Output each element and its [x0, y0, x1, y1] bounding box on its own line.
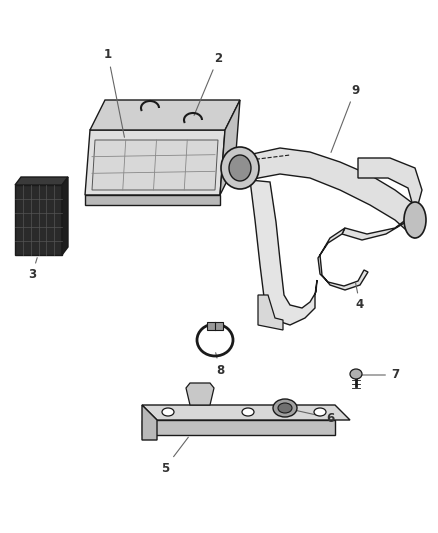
Text: 4: 4: [356, 282, 364, 311]
Polygon shape: [62, 177, 68, 255]
Polygon shape: [142, 405, 350, 420]
Ellipse shape: [162, 408, 174, 416]
Ellipse shape: [242, 408, 254, 416]
Text: 2: 2: [194, 52, 222, 116]
Polygon shape: [15, 185, 62, 255]
Text: 3: 3: [28, 257, 37, 281]
Ellipse shape: [278, 403, 292, 413]
Text: 7: 7: [359, 368, 399, 382]
Text: 1: 1: [104, 49, 124, 138]
Polygon shape: [142, 405, 157, 440]
Polygon shape: [318, 228, 368, 290]
Ellipse shape: [314, 408, 326, 416]
Ellipse shape: [221, 147, 259, 189]
Polygon shape: [186, 383, 214, 405]
Polygon shape: [142, 420, 335, 435]
Polygon shape: [90, 100, 240, 130]
Polygon shape: [250, 180, 317, 325]
Polygon shape: [248, 148, 415, 238]
Text: 5: 5: [161, 437, 188, 474]
Polygon shape: [85, 130, 225, 195]
Polygon shape: [258, 295, 283, 330]
Bar: [207, 322, 223, 330]
Text: 8: 8: [215, 353, 224, 376]
Polygon shape: [342, 158, 422, 240]
Text: 9: 9: [331, 84, 359, 152]
Polygon shape: [92, 140, 218, 190]
Ellipse shape: [350, 369, 362, 379]
Ellipse shape: [273, 399, 297, 417]
Polygon shape: [85, 195, 220, 205]
Ellipse shape: [404, 202, 426, 238]
Polygon shape: [15, 177, 68, 185]
Polygon shape: [220, 100, 240, 195]
Text: 6: 6: [288, 409, 334, 424]
Ellipse shape: [229, 155, 251, 181]
